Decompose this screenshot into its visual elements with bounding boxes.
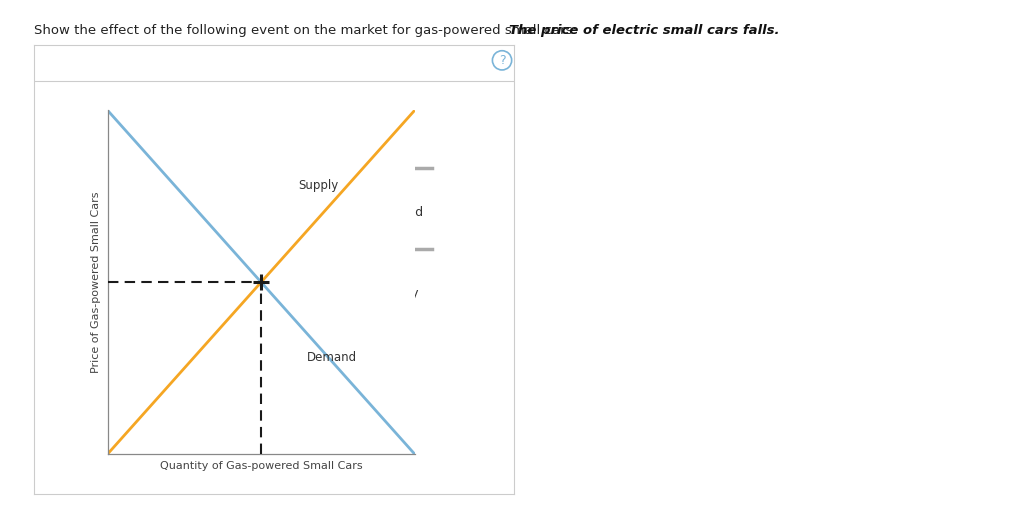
Text: Show the effect of the following event on the market for gas-powered small cars:: Show the effect of the following event o… (34, 24, 581, 37)
X-axis label: Quantity of Gas-powered Small Cars: Quantity of Gas-powered Small Cars (160, 461, 362, 471)
Text: Supply: Supply (298, 180, 338, 192)
Text: Supply: Supply (377, 287, 419, 300)
Text: The price of electric small cars falls.: The price of electric small cars falls. (509, 24, 779, 37)
Text: ?: ? (499, 54, 506, 67)
Y-axis label: Price of Gas-powered Small Cars: Price of Gas-powered Small Cars (90, 192, 100, 373)
Text: Demand: Demand (307, 351, 357, 364)
Text: Demand: Demand (371, 206, 424, 219)
